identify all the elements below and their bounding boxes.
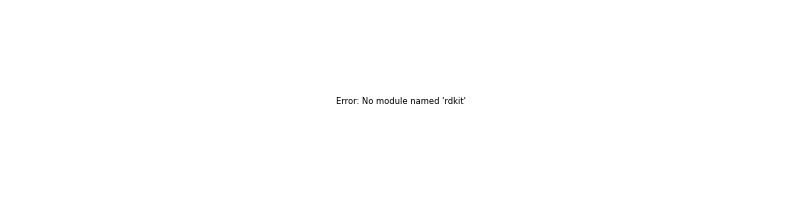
Text: Error: No module named 'rdkit': Error: No module named 'rdkit' xyxy=(336,98,466,106)
